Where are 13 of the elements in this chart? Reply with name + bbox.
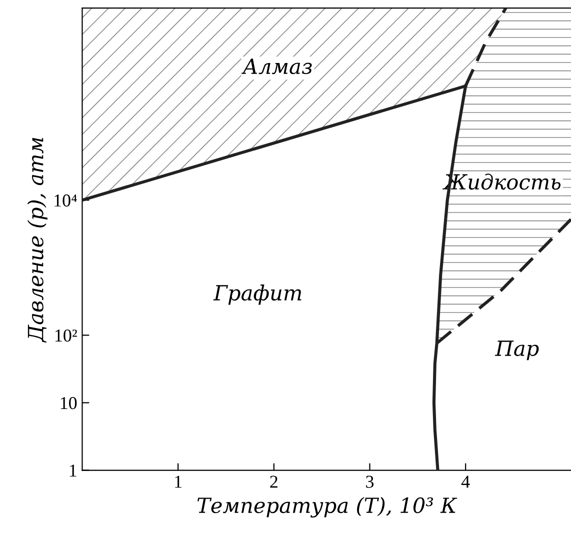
annotation: Пар xyxy=(494,340,539,360)
y-tick-label: 10 xyxy=(60,396,77,410)
x-tick-label: 1 xyxy=(175,476,182,488)
annotation: Графит xyxy=(213,284,302,305)
y-tick-label: 10⁴ xyxy=(54,194,77,207)
x-tick-label: 2 xyxy=(270,476,278,488)
y-tick-label: 1 xyxy=(70,464,76,477)
x-tick-label: 3 xyxy=(366,476,374,488)
x-axis-title: Температура (T), 10³ К xyxy=(197,497,458,518)
y-tick-label: 10² xyxy=(55,329,77,342)
annotation: Алмаз xyxy=(241,58,312,74)
x-tick-label: 4 xyxy=(461,476,470,488)
y-axis-title: Давление (p), атм xyxy=(27,138,48,343)
